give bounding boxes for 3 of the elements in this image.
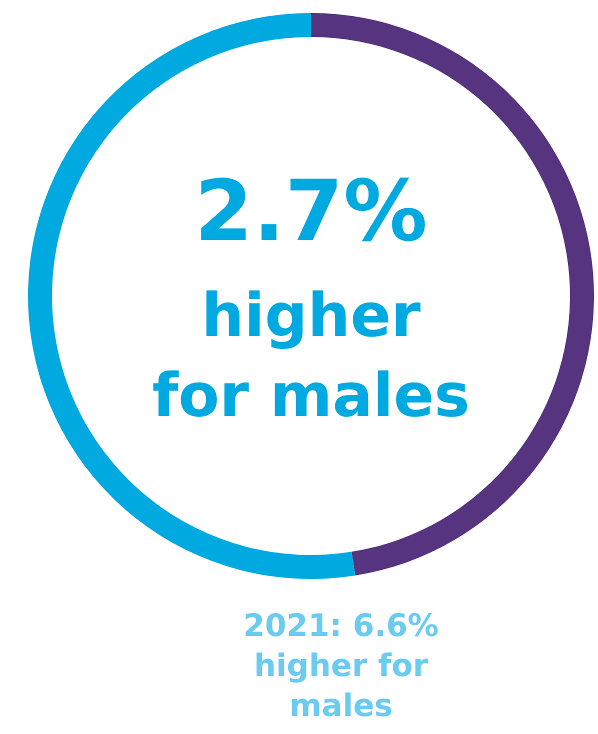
text: 2021: 6.6% higher for males: [243, 608, 439, 724]
text: higher for males: [152, 281, 470, 431]
text: 2.7%: [194, 162, 428, 260]
